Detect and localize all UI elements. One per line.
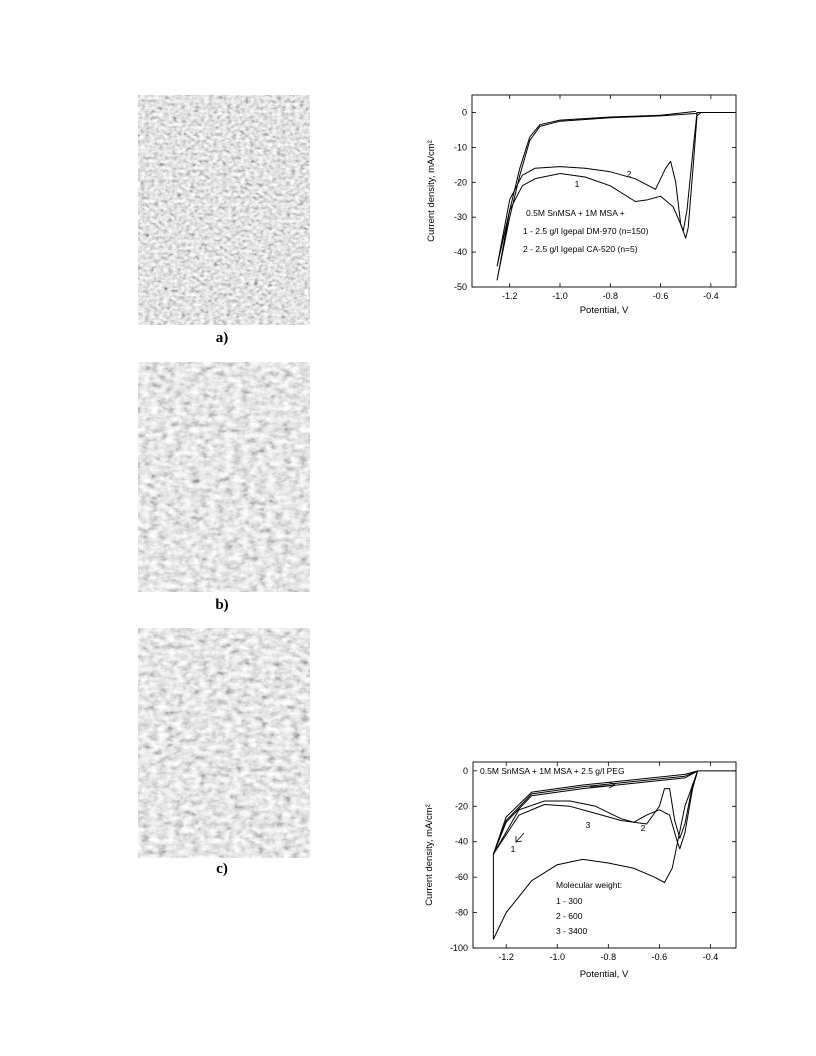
- x-axis-label: Potential, V: [580, 305, 629, 316]
- y-tick-label: -40: [454, 247, 467, 257]
- x-tick-label: -1.2: [502, 291, 518, 301]
- panel-label: a): [216, 330, 229, 346]
- x-tick-label: -1.0: [552, 291, 568, 301]
- x-tick-label: -0.4: [703, 952, 719, 962]
- y-tick-label: -60: [455, 872, 468, 882]
- curve-label: 1: [511, 844, 516, 854]
- sem-image: [138, 95, 310, 325]
- annotation: 0.5M SnMSA + 1M MSA + 2.5 g/l PEG: [480, 766, 625, 776]
- x-tick-label: -0.6: [653, 291, 669, 301]
- x-tick-label: -0.8: [601, 952, 617, 962]
- annotation: 2 - 600: [556, 911, 583, 921]
- curve: [496, 112, 736, 281]
- y-tick-label: -20: [454, 177, 467, 187]
- sem-image: [138, 362, 310, 592]
- curve: [492, 770, 736, 940]
- x-tick-label: -1.0: [550, 952, 566, 962]
- curve: [492, 770, 699, 855]
- panel-label: c): [216, 861, 228, 877]
- sem-image: [138, 628, 310, 858]
- plot-frame: [472, 761, 737, 949]
- annotation: 0.5M SnMSA + 1M MSA +: [526, 208, 625, 218]
- y-tick-label: -100: [450, 943, 468, 953]
- x-tick-label: -0.6: [652, 952, 668, 962]
- y-axis-label: Current density, mA/cm²: [426, 140, 437, 242]
- x-tick-label: -1.2: [498, 952, 514, 962]
- annotation: 2 - 2.5 g/l Igepal CA-520 (n=5): [523, 244, 638, 254]
- panel-label: b): [215, 597, 228, 613]
- y-tick-label: -50: [454, 282, 467, 292]
- curve-label: 2: [627, 169, 632, 179]
- annotation: 3 - 3400: [556, 926, 587, 936]
- curve-label: 2: [641, 823, 646, 833]
- y-tick-label: -80: [455, 908, 468, 918]
- y-tick-label: -40: [455, 837, 468, 847]
- arrow: [515, 832, 525, 843]
- annotation: 1 - 300: [556, 896, 583, 906]
- y-tick-label: -30: [454, 212, 467, 222]
- x-axis-label: Potential, V: [580, 969, 629, 980]
- y-tick-label: -20: [455, 801, 468, 811]
- curve: [492, 770, 699, 855]
- y-tick-label: 0: [462, 107, 467, 117]
- curve-label: 3: [586, 820, 591, 830]
- y-tick-label: 0: [463, 766, 468, 776]
- x-tick-label: -0.8: [603, 291, 619, 301]
- y-axis-label: Current density, mA/cm²: [424, 804, 435, 906]
- curve-label: 1: [575, 179, 580, 189]
- curve: [496, 110, 736, 267]
- plot-frame: [471, 94, 737, 288]
- annotation: 1 - 2.5 g/l Igepal DM-970 (n=150): [523, 226, 649, 236]
- y-tick-label: -10: [454, 142, 467, 152]
- x-tick-label: -0.4: [703, 291, 719, 301]
- annotation: Molecular weight:: [556, 880, 622, 890]
